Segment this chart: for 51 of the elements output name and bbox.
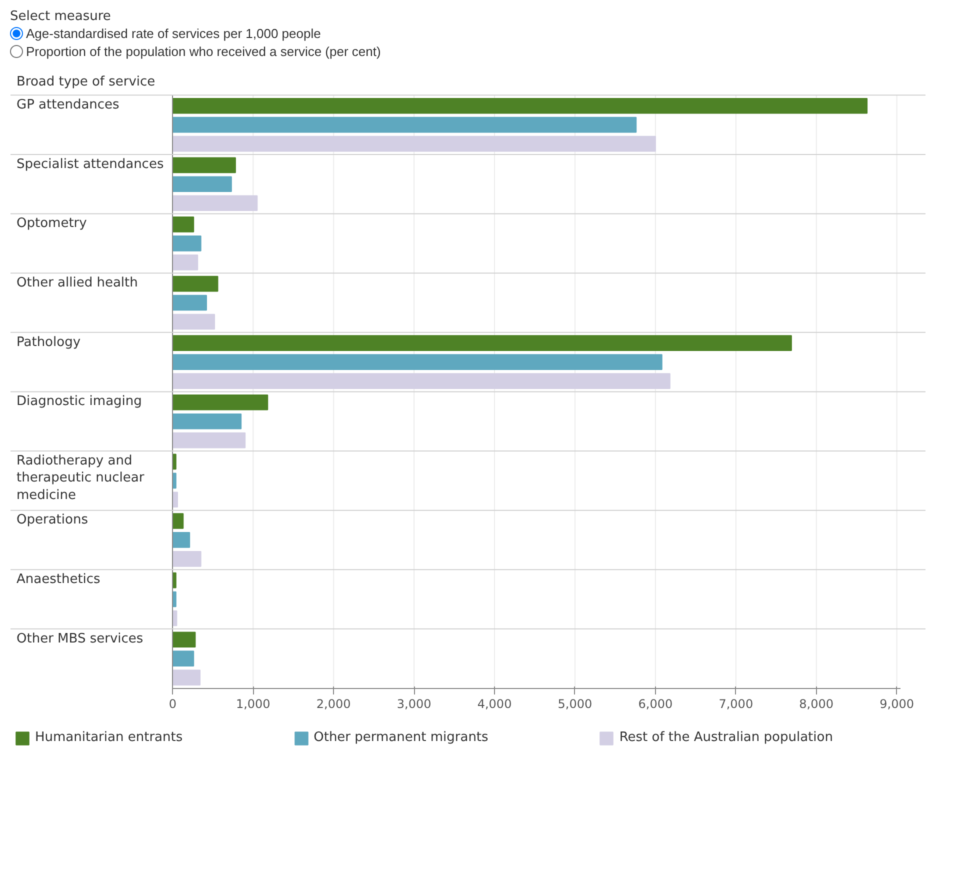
bar <box>172 156 236 173</box>
y-tick-label: Specialist attendances <box>16 156 164 172</box>
bar <box>172 394 268 410</box>
y-tick-label: Radiotherapy and therapeutic nuclear medicine <box>16 453 145 503</box>
bar <box>172 532 190 548</box>
bar <box>172 294 207 310</box>
bar <box>172 98 868 114</box>
bar <box>172 650 194 666</box>
bar <box>172 176 232 192</box>
y-tick-label: Other allied health <box>16 275 138 290</box>
bar <box>172 413 242 429</box>
bar <box>172 116 637 132</box>
legend-label: Rest of the Australian population <box>619 730 833 746</box>
bar <box>172 354 662 370</box>
y-tick-label: Pathology <box>16 334 81 350</box>
y-tick-label: Anaesthetics <box>16 572 101 587</box>
text: Proportion of the population who received a service (per cent) <box>26 44 381 60</box>
bar <box>172 254 198 270</box>
bar <box>172 276 218 292</box>
y-tick-label: Other MBS services <box>16 630 144 646</box>
x-tick-label: 6,000 <box>638 696 673 711</box>
legend-label: Other permanent migrants <box>314 730 488 746</box>
bar <box>172 194 258 211</box>
y-tick-label: Optometry <box>16 216 88 231</box>
x-tick-label: 5,000 <box>558 696 592 711</box>
x-tick-label: 4,000 <box>477 696 512 711</box>
legend-label: Humanitarian entrants <box>35 730 183 746</box>
bar <box>172 334 792 351</box>
bar <box>172 314 216 330</box>
bar <box>172 216 194 232</box>
y-axis-title: Broad type of service <box>16 74 156 89</box>
bar <box>172 136 656 152</box>
x-tick-label: 0 <box>168 696 177 711</box>
x-tick-label: 9,000 <box>880 696 914 711</box>
y-tick-label: Diagnostic imaging <box>16 394 142 409</box>
bar <box>172 669 201 686</box>
x-tick-label: 2,000 <box>316 696 351 711</box>
bar <box>172 631 196 648</box>
bar <box>172 550 202 567</box>
y-tick-label: Operations <box>16 512 88 528</box>
bar <box>172 432 246 448</box>
bar <box>172 512 184 529</box>
y-tick-label: GP attendances <box>16 97 120 112</box>
text: Age-standardised rate of services per 1,000 people <box>26 26 321 41</box>
bar <box>172 235 202 252</box>
x-tick-label: 1,000 <box>236 696 270 711</box>
x-tick-label: 3,000 <box>396 696 432 711</box>
bar <box>172 372 670 389</box>
text: Select measure <box>10 8 111 26</box>
x-tick-label: 7,000 <box>718 696 754 711</box>
x-tick-label: 8,000 <box>799 696 834 711</box>
